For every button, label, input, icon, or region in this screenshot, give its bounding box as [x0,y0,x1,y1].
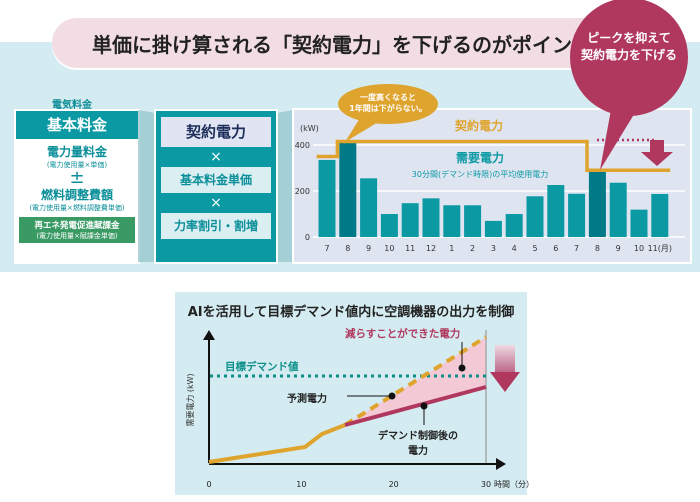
x-tick-label: 6 [553,244,558,253]
marker-dot [388,392,396,400]
marker-dot [458,364,466,372]
callout-circle: ピークを抑えて 契約電力を下げる [570,0,688,116]
x-axis-label: 時間（分） [494,480,534,489]
y-unit-label: (kW) [300,124,319,133]
actual-power-line [208,423,346,464]
x-tick-label: 5 [532,244,537,253]
x-axis-arrow-icon [496,458,506,470]
connector-left [138,110,156,262]
controlled-label-1: デマンド制御後の [378,429,458,442]
headline-banner: 単価に掛け算される「契約電力」を下げるのがポイント [52,18,622,68]
demand-bar [484,220,502,237]
chart-title: AIを活用して目標デマンド値内に空調機器の出力を制御 [188,304,515,320]
x-tick-label: 12 [426,244,436,253]
x-tick-label: 0 [206,480,211,489]
x-tick-label: 10 [634,244,644,253]
x-tick-label: 9 [366,244,371,253]
contract-power-line [316,139,671,173]
connector-shapes [138,110,294,262]
demand-bar [401,203,419,237]
basic-charge-formula: 契約電力 × 基本料金単価 × 力率割引・割増 [154,109,278,264]
demand-bar [443,205,461,237]
x-tick-label: 4 [512,244,517,253]
note-bubble: 一度高くなると 1年間は下がらない。 [338,84,438,124]
fuel-adjustment-note: (電力使用量×燃料調整費単価) [29,204,125,212]
headline: 単価に掛け算される「契約電力」を下げるのがポイント [92,32,592,57]
times-sign: × [210,149,222,165]
x-tick-label: 9 [616,244,621,253]
demand-bar [630,209,648,237]
demand-bar [464,205,482,237]
renewable-surcharge: 再エネ発電促進賦課金 (電力使用量×賦課金単価) [19,217,135,243]
down-arrow-icon [641,140,673,166]
x-tick-label: 8 [345,244,350,253]
energy-charge-note: (電力使用量×単価) [46,161,108,169]
connector-right [276,110,294,262]
contract-power: 契約電力 [161,117,271,147]
y-axis-arrow-icon [203,330,215,340]
callout-line-1: ピークを抑えて [587,31,671,45]
fuel-adjustment: 燃料調整費額 [40,188,113,202]
demand-bar [360,178,378,237]
reduction-arrow-icon [495,345,515,375]
x-tick-label: 20 [389,480,399,489]
x-tick-label: 2 [470,244,475,253]
y-tick-label: 0 [305,233,310,242]
demand-bar [422,198,440,237]
x-tick-label: 1 [449,244,454,253]
reduced-label: 減らすことができた電力 [345,327,460,340]
plus-minus: ± [69,167,85,188]
target-label: 目標デマンド値 [225,360,299,373]
contract-power-label: 契約電力 [454,118,503,133]
y-axis-label: 需要電力 (kW) [185,373,195,426]
demand-bar [568,193,586,237]
x-tick-label: 10 [384,244,394,253]
note-line-2: 1年間は下がらない。 [349,104,427,113]
power-factor: 力率割引・割増 [161,213,271,239]
unit-price: 基本料金単価 [161,167,271,193]
times-sign: × [210,195,222,211]
x-tick-label: 10 [296,480,306,489]
x-tick-label: 8 [595,244,600,253]
controlled-power-line [344,385,487,427]
controlled-label-2: 電力 [408,444,428,457]
marker-dot [420,402,428,410]
renewable-surcharge-note: (電力使用量×賦課金単価) [36,232,118,240]
reduction-arrowhead [490,372,520,392]
renewable-surcharge-title: 再エネ発電促進賦課金 [34,221,120,231]
energy-charge: 電力量料金 [46,145,107,159]
demand-bar [651,193,669,237]
x-tick-label: 11 [405,244,415,253]
x-tick-label: 3 [491,244,496,253]
demand-bar [547,185,565,237]
note-line-1: 一度高くなると [360,93,416,102]
basic-charge: 基本料金 [16,111,138,139]
x-tick-label: 7 [324,244,329,253]
y-tick-label: 400 [295,141,310,150]
x-tick-label: 11(月) [648,244,672,253]
demand-bar [505,214,523,237]
bill-breakdown: 基本料金 電力量料金 (電力使用量×単価) ± 燃料調整費額 (電力使用量×燃料… [14,109,140,264]
forecast-label: 予測電力 [287,392,327,405]
demand-power-subtitle: 30分間(デマンド時限)の平均使用電力 [412,169,548,179]
callout-line-2: 契約電力を下げる [580,48,677,62]
demand-bar [318,159,336,237]
electricity-bill-label: 電気料金 [52,100,92,111]
demand-bar [526,196,544,237]
x-tick-label: 7 [574,244,579,253]
demand-bar [339,141,357,237]
demand-bar [609,182,627,237]
demand-power-label: 需要電力 [456,150,504,165]
y-tick-label: 200 [295,187,310,196]
x-tick-label: 30 [481,480,491,489]
demand-bar [588,171,606,237]
demand-bar [380,214,398,237]
